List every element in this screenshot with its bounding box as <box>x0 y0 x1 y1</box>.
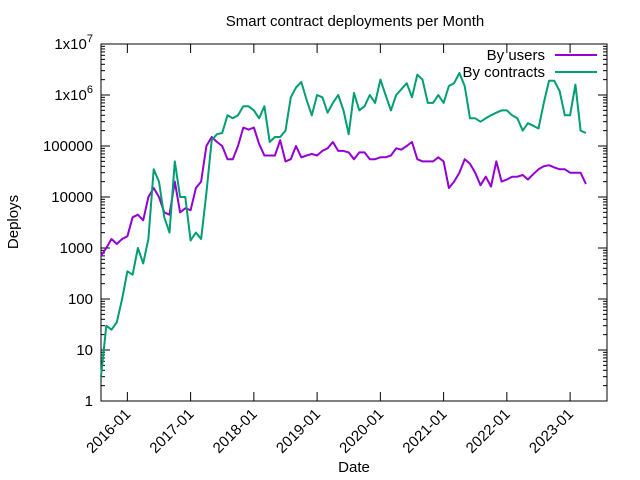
x-tick-label: 2018-01 <box>210 406 261 457</box>
x-tick-label: 2023-01 <box>526 406 577 457</box>
x-tick-label: 2019-01 <box>273 406 324 457</box>
y-tick-label: 10 <box>76 342 93 359</box>
chart-title: Smart contract deployments per Month <box>226 13 484 30</box>
y-tick-label: 100000 <box>43 138 93 155</box>
y-tick-label: 10000 <box>51 189 93 206</box>
plot-frame <box>100 43 608 402</box>
y-axis: 1 10 100 1000 10000 100000 1x106 1x107 <box>43 33 607 410</box>
x-tick-label: 2021-01 <box>399 406 450 457</box>
x-tick-label: 2020-01 <box>336 406 387 457</box>
series-lines <box>100 72 587 377</box>
y-axis-title: Deploys <box>5 195 22 249</box>
y-tick-label: 1000 <box>60 240 93 257</box>
series-line-users <box>100 126 587 257</box>
y-tick-label: 1 <box>85 393 93 410</box>
x-tick-label: 2017-01 <box>146 406 197 457</box>
y-tick-label: 1x106 <box>54 84 93 104</box>
legend-label-users: By users <box>487 47 545 64</box>
x-axis: 2016-01 2017-01 2018-01 2019-01 2020-01 2021-… <box>83 44 577 457</box>
legend-label-contracts: By contracts <box>462 64 545 81</box>
x-tick-label: 2022-01 <box>463 406 514 457</box>
series-line-contracts <box>100 72 587 377</box>
y-tick-label: 100 <box>68 291 93 308</box>
legend: By users By contracts <box>462 47 597 81</box>
x-axis-title: Date <box>338 459 370 476</box>
x-tick-label: 2016-01 <box>83 406 134 457</box>
y-tick-label: 1x107 <box>54 33 93 53</box>
